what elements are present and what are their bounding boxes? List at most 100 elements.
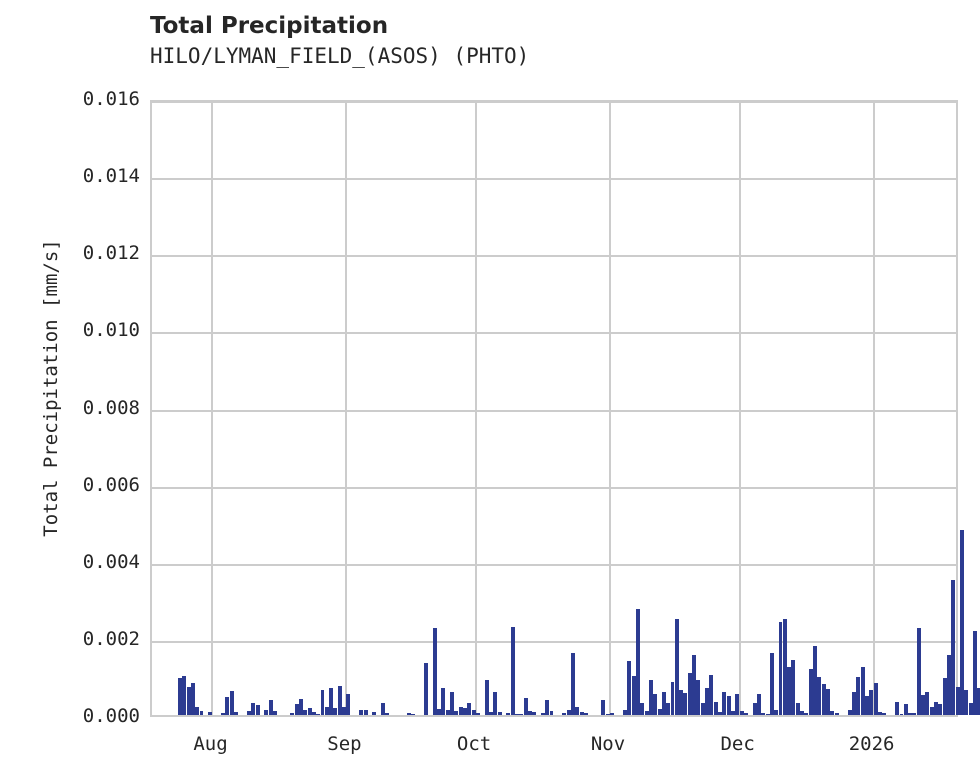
y-axis-ticks: 0.000 0.002 0.004 0.006 0.008 0.010 0.012 0.014… [0,0,140,780]
grid-layer [152,101,956,715]
bar [311,711,316,715]
bar [912,713,917,715]
bar [817,677,822,715]
bar [441,688,446,715]
bar [847,710,852,715]
gridline-horizontal [152,255,956,258]
bar [869,689,874,715]
bar [743,713,748,715]
bar [471,710,476,715]
bar [566,710,571,715]
bar [661,691,666,715]
bar [882,713,887,715]
x-tick-label: Nov [590,733,626,755]
bar [385,713,390,715]
bar [964,689,969,715]
bar [657,709,662,715]
bar [726,695,731,715]
gridline-vertical [738,102,741,715]
bar [960,529,964,715]
bar [255,705,260,715]
bar [864,695,869,715]
gridline-horizontal [152,409,956,412]
x-tick-label: Oct [456,733,492,755]
bar [342,706,347,715]
bar [208,711,213,715]
gridline-horizontal [152,178,956,181]
bar [610,713,614,715]
bar [571,653,576,715]
bar [190,683,195,715]
x-tick-label: Dec [720,733,755,755]
bar [346,693,351,715]
bar [359,710,364,715]
bar [234,711,239,715]
bar [527,711,532,715]
bar [908,713,913,715]
bar [692,655,697,715]
bar [808,668,813,715]
bar [851,691,856,715]
bar [320,689,325,715]
bar [951,580,956,715]
bar [877,711,882,715]
bar [195,706,200,715]
bar [337,686,342,715]
bar [756,693,761,715]
bar [800,711,805,715]
bar [968,703,973,715]
bar [523,697,528,715]
bar [903,704,908,715]
bar [860,666,865,715]
title-block: Total Precipitation HILO/LYMAN_FIELD_(AS… [150,12,850,70]
y-tick-label: 0.000 [82,705,140,727]
bar [972,630,977,715]
gridline-vertical [345,102,348,715]
gridline-horizontal [152,486,956,489]
bar [739,711,744,715]
bar [761,713,766,715]
bar [722,691,727,715]
bar [579,711,584,715]
bar [272,711,277,715]
bar [899,714,904,715]
bar [484,680,489,715]
bar [718,711,722,715]
x-tick-label: 2026 [848,733,895,755]
y-tick-label: 0.006 [82,473,140,496]
bar [333,708,338,715]
x-tick-label: Aug [193,733,228,755]
bar [540,713,545,715]
y-tick-label: 0.010 [82,319,140,342]
gridline-vertical [609,102,611,715]
bar [532,711,537,715]
bar [653,693,658,715]
bar [298,698,303,715]
gridline-horizontal [152,640,956,643]
bar [666,702,671,715]
bar [186,687,191,715]
bar [679,689,684,715]
bar [787,666,792,715]
bar [247,711,252,715]
bar [947,655,951,715]
bar [938,704,943,715]
bar [450,691,455,715]
bar [290,713,295,715]
bar [268,700,273,715]
bar [307,708,312,715]
bar [648,680,653,715]
bar [182,676,187,715]
bar [631,676,636,715]
bar [476,713,481,715]
bar [432,628,437,715]
bar [705,688,710,715]
bar [713,701,718,715]
y-tick-label: 0.016 [82,88,140,110]
bar [709,674,714,715]
bar [562,713,567,715]
bar [458,707,463,715]
bar [782,618,787,715]
y-tick-label: 0.004 [82,550,140,573]
